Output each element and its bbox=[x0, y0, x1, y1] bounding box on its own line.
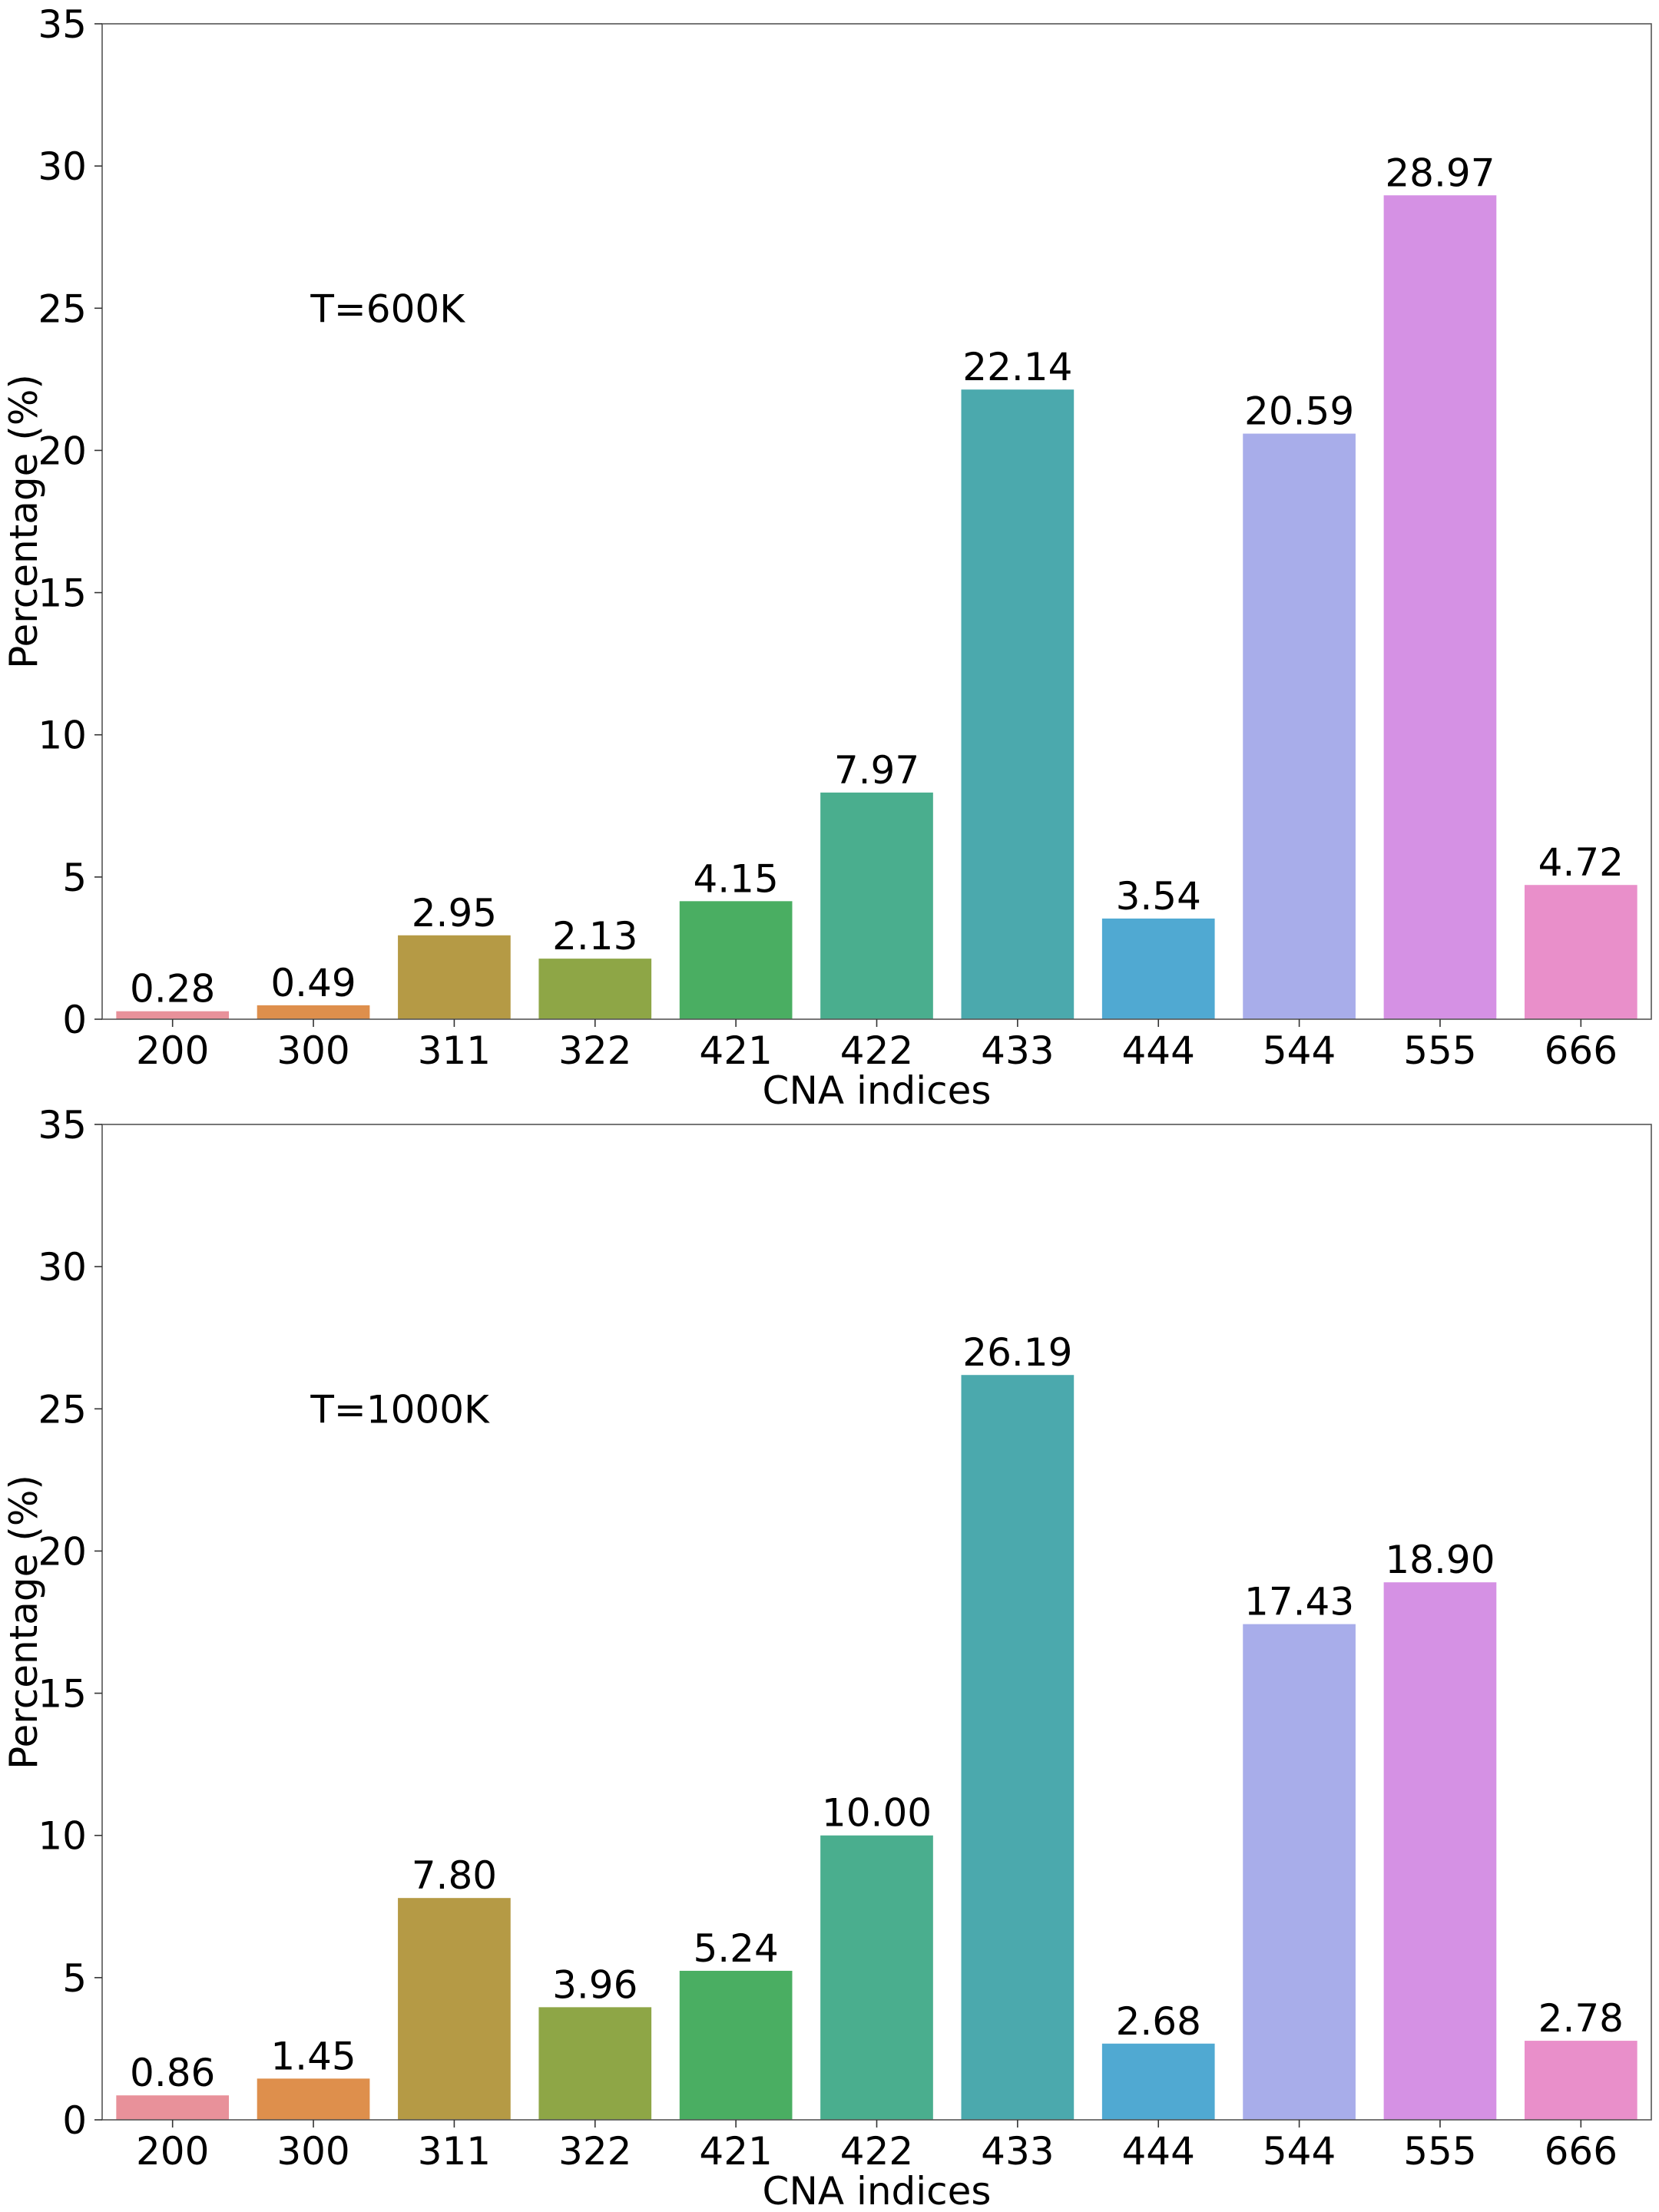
value-label-322: 3.96 bbox=[552, 1962, 637, 2007]
x-tick-label-322: 322 bbox=[558, 1028, 631, 1073]
value-label-666: 4.72 bbox=[1538, 840, 1624, 885]
x-tick-label-666: 666 bbox=[1545, 2129, 1618, 2174]
bar-666 bbox=[1524, 885, 1637, 1019]
bar-422 bbox=[820, 792, 933, 1019]
value-label-421: 4.15 bbox=[693, 856, 778, 901]
value-label-200: 0.28 bbox=[130, 967, 215, 1012]
y-tick-label: 25 bbox=[38, 286, 87, 331]
y-tick-label: 5 bbox=[62, 856, 87, 900]
value-label-422: 10.00 bbox=[822, 1791, 932, 1836]
value-label-421: 5.24 bbox=[693, 1926, 778, 1971]
x-tick-label-555: 555 bbox=[1403, 2129, 1476, 2174]
y-tick-label: 30 bbox=[38, 144, 87, 189]
bar-555 bbox=[1383, 1582, 1497, 2120]
value-label-544: 20.59 bbox=[1244, 389, 1354, 434]
x-tick-label-300: 300 bbox=[276, 1028, 349, 1073]
y-tick-label: 10 bbox=[38, 714, 87, 758]
y-tick-label: 5 bbox=[62, 1956, 87, 2001]
value-label-555: 28.97 bbox=[1385, 151, 1495, 195]
bar-544 bbox=[1243, 1624, 1356, 2120]
bar-444 bbox=[1101, 2043, 1215, 2120]
x-tick-label-422: 422 bbox=[840, 2129, 913, 2174]
x-tick-label-421: 421 bbox=[699, 1028, 772, 1073]
value-label-444: 3.54 bbox=[1116, 874, 1201, 919]
x-tick-label-200: 200 bbox=[136, 2129, 209, 2174]
bar-200 bbox=[116, 2095, 230, 2120]
x-axis-label: CNA indices bbox=[763, 1068, 992, 1113]
value-label-666: 2.78 bbox=[1538, 1996, 1624, 2041]
value-label-444: 2.68 bbox=[1116, 1999, 1201, 2044]
x-tick-label-444: 444 bbox=[1122, 2129, 1195, 2174]
x-tick-label-421: 421 bbox=[699, 2129, 772, 2174]
value-label-311: 2.95 bbox=[412, 891, 497, 935]
y-tick-label: 0 bbox=[62, 2098, 87, 2143]
temperature-annotation: T=1000K bbox=[310, 1387, 490, 1432]
chart-panel-t1000: 0.86 1.45 7.80 3.96 5.24 10.00 26.19 2.68 17.43 1… bbox=[2, 1103, 1652, 2212]
chart-panel-t600: 0.28 0.49 2.95 2.13 4.15 7.97 22.14 3.54 20.59 28… bbox=[2, 2, 1652, 1113]
x-tick-label-444: 444 bbox=[1122, 1028, 1195, 1073]
value-label-544: 17.43 bbox=[1244, 1580, 1354, 1624]
bar-422 bbox=[820, 1835, 933, 2120]
bar-444 bbox=[1101, 918, 1215, 1019]
y-axis-label: Percentage (%) bbox=[2, 374, 46, 669]
y-tick-label: 25 bbox=[38, 1387, 87, 1432]
x-tick-label-666: 666 bbox=[1545, 1028, 1618, 1073]
bar-300 bbox=[257, 1005, 370, 1019]
bar-433 bbox=[961, 389, 1075, 1019]
x-tick-label-422: 422 bbox=[840, 1028, 913, 1073]
bar-322 bbox=[538, 2007, 652, 2120]
y-tick-label: 35 bbox=[38, 2, 87, 47]
y-tick-label: 20 bbox=[38, 429, 87, 473]
value-label-555: 18.90 bbox=[1385, 1538, 1495, 1582]
value-label-200: 0.86 bbox=[130, 2051, 215, 2095]
y-tick-label: 30 bbox=[38, 1245, 87, 1290]
bar-300 bbox=[257, 2078, 370, 2120]
value-label-311: 7.80 bbox=[412, 1853, 497, 1898]
bar-311 bbox=[398, 935, 511, 1019]
bar-544 bbox=[1243, 433, 1356, 1019]
temperature-annotation: T=600K bbox=[310, 286, 465, 331]
value-label-422: 7.97 bbox=[834, 748, 919, 793]
bar-322 bbox=[538, 959, 652, 1019]
y-axis-label: Percentage (%) bbox=[2, 1475, 46, 1770]
value-label-433: 22.14 bbox=[962, 345, 1072, 389]
y-tick-label: 20 bbox=[38, 1529, 87, 1574]
x-tick-label-433: 433 bbox=[981, 1028, 1054, 1073]
x-tick-label-200: 200 bbox=[136, 1028, 209, 1073]
x-tick-label-311: 311 bbox=[418, 2129, 491, 2174]
x-tick-label-322: 322 bbox=[558, 2129, 631, 2174]
bar-666 bbox=[1524, 2041, 1637, 2120]
x-tick-label-544: 544 bbox=[1263, 2129, 1336, 2174]
bar-311 bbox=[398, 1898, 511, 2120]
x-tick-label-311: 311 bbox=[418, 1028, 491, 1073]
bar-421 bbox=[679, 901, 793, 1019]
bar-433 bbox=[961, 1375, 1075, 2120]
bar-200 bbox=[116, 1011, 230, 1019]
y-tick-label: 0 bbox=[62, 998, 87, 1042]
value-label-300: 1.45 bbox=[270, 2034, 356, 2078]
y-tick-label: 35 bbox=[38, 1103, 87, 1147]
bar-555 bbox=[1383, 195, 1497, 1020]
bar-421 bbox=[679, 1970, 793, 2120]
value-label-300: 0.49 bbox=[270, 961, 356, 1005]
x-tick-label-544: 544 bbox=[1263, 1028, 1336, 1073]
x-tick-label-433: 433 bbox=[981, 2129, 1054, 2174]
x-axis-label: CNA indices bbox=[763, 2169, 992, 2212]
y-tick-label: 15 bbox=[38, 571, 87, 616]
x-tick-label-555: 555 bbox=[1403, 1028, 1476, 1073]
y-tick-label: 15 bbox=[38, 1672, 87, 1717]
y-tick-label: 10 bbox=[38, 1814, 87, 1859]
value-label-433: 26.19 bbox=[962, 1330, 1072, 1375]
value-label-322: 2.13 bbox=[552, 914, 637, 959]
x-tick-label-300: 300 bbox=[276, 2129, 349, 2174]
